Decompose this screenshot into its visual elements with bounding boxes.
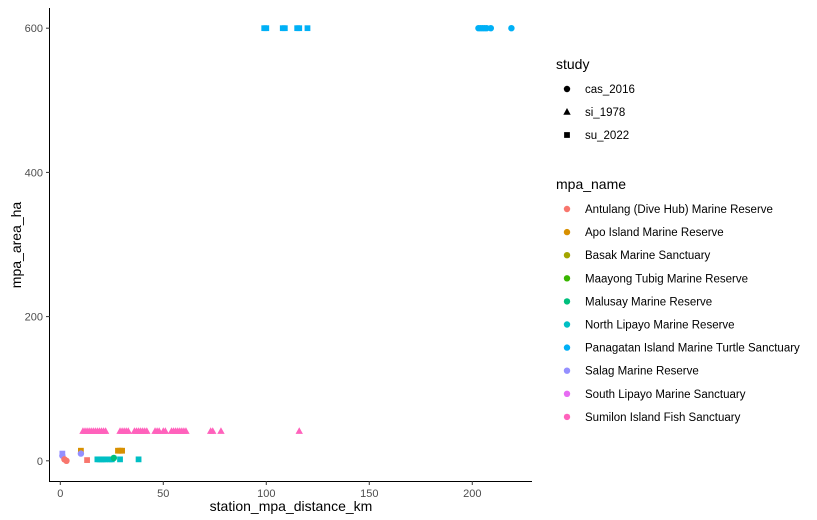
study-legend-label: si_1978 (585, 107, 625, 119)
data-point (508, 24, 515, 32)
mpa-legend-label: Maayong Tubig Marine Reserve (585, 273, 748, 285)
study-legend-label: su_2022 (585, 130, 629, 142)
x-axis-ticks: 0 50 100 150 200 (57, 481, 481, 500)
data-point (117, 456, 123, 463)
x-axis-title: station_mpa_distance_km (210, 498, 373, 514)
x-tick-label: 200 (463, 488, 481, 500)
mpa-legend-key (563, 228, 571, 236)
points-layer (59, 24, 515, 465)
mpa-legend-key (563, 252, 571, 259)
y-tick-label: 200 (25, 312, 43, 324)
mpa-legend-title: mpa_name (556, 176, 626, 192)
mpa-legend-label: North Lipayo Marine Reserve (585, 320, 735, 332)
mpa-legend-key (563, 275, 571, 282)
y-tick-label: 600 (25, 23, 43, 35)
y-axis-ticks: 0 200 400 600 (25, 23, 50, 468)
x-tick-label: 150 (360, 488, 378, 500)
mpa-legend-label: Panagatan Island Marine Turtle Sanctuary (585, 343, 800, 355)
mpa-legend-label: Basak Marine Sanctuary (585, 250, 711, 262)
data-point (217, 427, 225, 434)
mpa-legend-key (563, 205, 571, 213)
study-legend-title: study (556, 56, 589, 72)
data-point (119, 447, 125, 454)
mpa-legend-label: Salag Marine Reserve (585, 366, 699, 378)
data-point (487, 24, 495, 32)
x-tick-label: 100 (257, 488, 275, 500)
data-point (77, 450, 85, 457)
data-point (295, 427, 303, 434)
data-point (209, 427, 217, 434)
data-point (304, 25, 311, 32)
mpa-legend-key (563, 413, 571, 421)
data-point (281, 25, 288, 32)
data-point (182, 427, 190, 434)
mpa-legend-label: Sumilon Island Fish Sanctuary (585, 412, 741, 424)
mpa-legend-key (563, 321, 571, 328)
mpa-name-legend: mpa_name Antulang (Dive Hub) Marine Rese… (556, 176, 800, 424)
y-tick-label: 400 (25, 167, 43, 179)
study-legend: study cas_2016 si_1978 su_2022 (556, 56, 635, 142)
mpa-legend-label: Malusay Marine Reserve (585, 296, 712, 308)
mpa-legend-key (563, 367, 571, 374)
y-tick-label: 0 (37, 456, 43, 468)
mpa-legend-key (563, 390, 571, 397)
mpa-legend-label: South Lipayo Marine Sanctuary (585, 389, 746, 401)
study-legend-key (564, 132, 570, 138)
data-point (110, 454, 118, 462)
data-point (143, 427, 151, 434)
study-legend-key (563, 85, 571, 93)
data-point (263, 25, 270, 32)
data-point (102, 456, 109, 463)
data-point (135, 456, 142, 463)
study-legend-label: cas_2016 (585, 84, 635, 96)
mpa-legend-key (563, 298, 571, 305)
mpa-legend-key (563, 344, 571, 351)
data-point (161, 427, 170, 434)
x-tick-label: 0 (57, 488, 63, 500)
y-axis-title: mpa_area_ha (8, 202, 24, 289)
mpa-legend-label: Antulang (Dive Hub) Marine Reserve (585, 204, 773, 216)
data-point (101, 427, 110, 434)
data-point (84, 457, 90, 463)
data-point (124, 427, 132, 434)
data-point (296, 25, 303, 32)
data-point (63, 457, 70, 465)
mpa-legend-label: Apo Island Marine Reserve (585, 227, 724, 239)
x-tick-label: 50 (157, 488, 169, 500)
study-legend-key (563, 107, 571, 115)
